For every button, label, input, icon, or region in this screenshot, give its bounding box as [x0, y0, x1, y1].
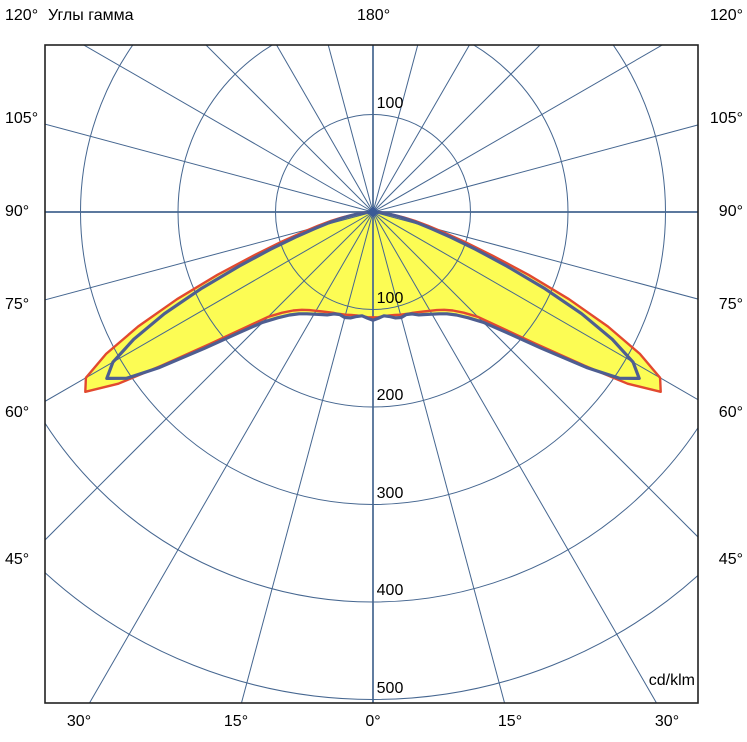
radial-grid-circle [275, 114, 471, 310]
red-curve [84, 210, 662, 393]
gamma-angle-label-right: 105° [709, 110, 743, 127]
gamma-ray-grid-line [88, 211, 374, 703]
gamma-ray-grid-line [45, 123, 374, 213]
gamma-angle-label-bottom: 30° [654, 713, 680, 730]
gamma-ray-grid-line [372, 45, 471, 213]
gamma-ray-grid-line [372, 211, 506, 703]
radial-grid-circle [80, 45, 666, 505]
center-marker-icon [366, 206, 380, 218]
radial-tick-label: 100 [376, 95, 404, 112]
gamma-angle-label-left: 120° [5, 7, 39, 24]
radial-tick-label: 300 [376, 485, 404, 502]
radial-tick-label: 100 [376, 290, 404, 307]
blue-curve [105, 210, 641, 380]
gamma-angle-label-left: 45° [5, 551, 30, 568]
radial-tick-label: 400 [376, 582, 404, 599]
gamma-ray-grid-line [372, 45, 419, 213]
radial-tick-label: 200 [376, 387, 404, 404]
gamma-ray-grid-line [275, 45, 374, 213]
gamma-angle-label-bottom: 15° [223, 713, 249, 730]
gamma-angle-label-left: 105° [5, 110, 39, 127]
gamma-ray-grid-line [372, 211, 698, 300]
radial-tick-label: 500 [376, 680, 404, 697]
gamma-ray-grid-line [372, 45, 664, 213]
gamma-ray-grid-line [82, 45, 374, 213]
gamma-angle-label-right: 75° [718, 296, 743, 313]
gamma-ray-grid-line [372, 211, 658, 703]
unit-label: cd/klm [648, 672, 695, 689]
radial-grid-circle [45, 421, 698, 603]
chart-title: Углы гамма [48, 7, 134, 24]
plot-border [44, 44, 699, 704]
gamma-ray-grid-line [45, 211, 374, 402]
gamma-ray-grid-line [240, 211, 374, 703]
gamma-angle-label-right: 120° [709, 7, 743, 24]
top-angle-label: 180° [357, 7, 391, 24]
gamma-ray-grid-line [372, 45, 541, 213]
gamma-angle-label-right: 60° [718, 404, 743, 421]
gamma-ray-grid-line [372, 124, 698, 213]
gamma-angle-label-bottom: 30° [66, 713, 92, 730]
radial-grid-circle [45, 571, 698, 700]
gamma-angle-label-bottom: 0° [365, 713, 381, 730]
gamma-ray-grid-line [205, 45, 374, 213]
gamma-angle-label-right: 90° [718, 203, 743, 220]
gamma-ray-grid-line [372, 211, 698, 401]
gamma-angle-label-right: 45° [718, 551, 743, 568]
gamma-angle-label-left: 60° [5, 404, 30, 421]
gamma-angle-label-left: 75° [5, 296, 30, 313]
gamma-ray-grid-line [45, 211, 374, 301]
radial-grid-circle [177, 45, 569, 408]
gamma-ray-grid-line [327, 45, 374, 213]
gamma-angle-label-bottom: 15° [497, 713, 523, 730]
gamma-angle-label-left: 90° [5, 203, 30, 220]
